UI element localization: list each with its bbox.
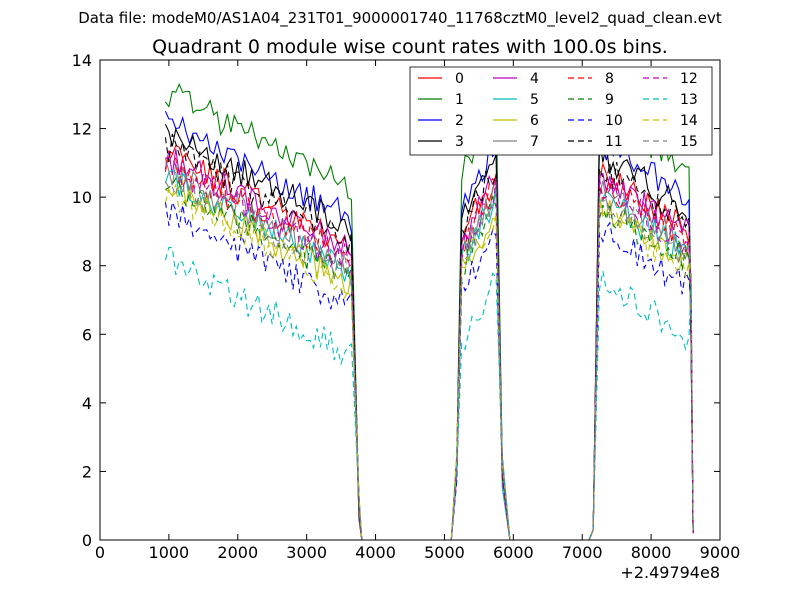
x-tick-label: 9000 xyxy=(700,543,741,562)
series-line-0 xyxy=(165,144,694,541)
y-tick-label: 8 xyxy=(82,257,92,276)
y-tick-label: 14 xyxy=(72,51,92,70)
series-line-8 xyxy=(164,150,694,541)
x-tick-label: 5000 xyxy=(424,543,465,562)
series-line-2 xyxy=(164,110,694,541)
legend-label-12: 12 xyxy=(680,71,698,87)
legend-label-14: 14 xyxy=(680,113,698,129)
x-tick-label: 7000 xyxy=(562,543,603,562)
x-tick-label: 4000 xyxy=(355,543,396,562)
legend-label-6: 6 xyxy=(530,113,539,129)
legend-label-15: 15 xyxy=(680,134,698,150)
plot-frame xyxy=(99,59,721,541)
axes: 0 1000 2000 3000 4000 5000 6000 7000 8000 9000 0 2 4… xyxy=(72,51,741,562)
legend-label-1: 1 xyxy=(455,92,464,108)
y-tick-label: 12 xyxy=(72,120,92,139)
y-tick-label: 6 xyxy=(82,325,92,344)
series-line-10 xyxy=(164,200,694,541)
series-line-14 xyxy=(164,184,694,541)
x-tick-label: 2000 xyxy=(217,543,258,562)
x-offset-text: +2.49794e8 xyxy=(620,563,720,582)
figure-suptitle: Data file: modeM0/AS1A04_231T01_90000017… xyxy=(78,9,722,27)
x-tick-label: 8000 xyxy=(631,543,672,562)
legend-label-11: 11 xyxy=(605,134,623,150)
legend-label-5: 5 xyxy=(530,92,539,108)
y-tick-label: 10 xyxy=(72,188,92,207)
legend-label-9: 9 xyxy=(605,92,614,108)
legend-label-2: 2 xyxy=(455,113,464,129)
legend-label-10: 10 xyxy=(605,113,623,129)
y-tick-label: 4 xyxy=(82,394,92,413)
x-tick-label: 0 xyxy=(95,543,105,562)
series-line-12 xyxy=(165,156,694,541)
legend-label-8: 8 xyxy=(605,71,614,87)
legend-label-7: 7 xyxy=(530,134,539,150)
x-tick-label: 1000 xyxy=(149,543,190,562)
legend-label-13: 13 xyxy=(680,92,698,108)
x-tick-label: 3000 xyxy=(286,543,327,562)
series-line-11 xyxy=(164,133,694,541)
legend-label-3: 3 xyxy=(455,134,464,150)
y-tick-label: 2 xyxy=(82,462,92,481)
series-line-3 xyxy=(164,123,694,541)
chart-title: Quadrant 0 module wise count rates with … xyxy=(152,36,668,58)
series-line-4 xyxy=(164,148,694,541)
series-line-6 xyxy=(165,179,694,541)
legend-label-4: 4 xyxy=(530,71,539,87)
x-tick-label: 6000 xyxy=(493,543,534,562)
legend-box xyxy=(409,66,713,156)
series-line-15 xyxy=(164,173,694,541)
legend-label-0: 0 xyxy=(455,71,464,87)
y-tick-label: 0 xyxy=(82,531,92,550)
series-line-13 xyxy=(164,246,694,541)
